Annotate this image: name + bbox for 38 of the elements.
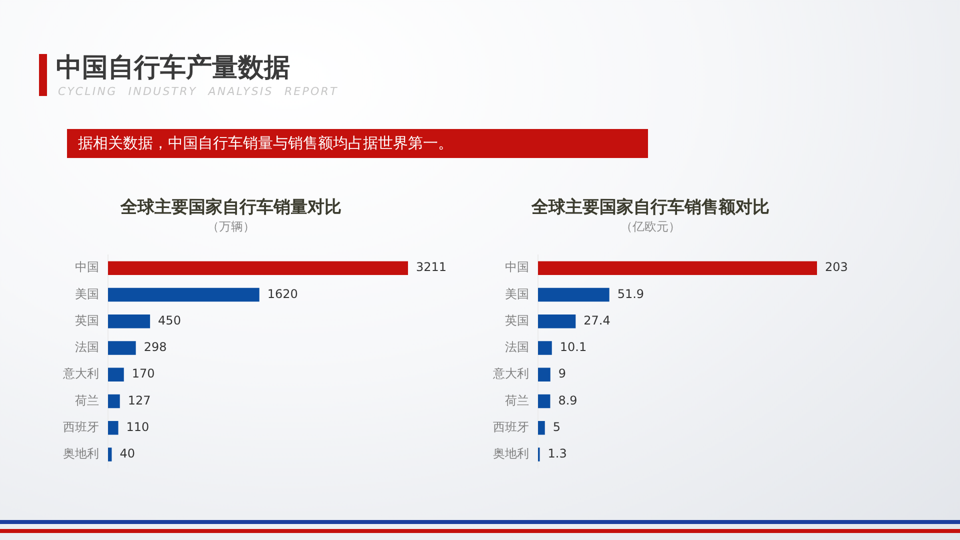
data-label: 1.3 bbox=[548, 446, 567, 461]
y-tick-label: 美国 bbox=[75, 286, 99, 301]
y-tick-label: 英国 bbox=[75, 313, 99, 328]
y-tick-label: 奥地利 bbox=[63, 446, 99, 461]
chart-title: 全球主要国家自行车销售额对比 bbox=[530, 198, 770, 218]
y-tick-label: 意大利 bbox=[62, 366, 99, 381]
data-label: 51.9 bbox=[617, 286, 644, 301]
y-tick-label: 美国 bbox=[505, 286, 529, 301]
data-label: 110 bbox=[126, 420, 150, 434]
data-label: 8.9 bbox=[558, 393, 578, 408]
data-label: 40 bbox=[120, 446, 136, 461]
data-label: 3211 bbox=[416, 260, 447, 274]
chart-title: 全球主要国家自行车销量对比 bbox=[120, 198, 342, 218]
data-label: 127 bbox=[128, 393, 151, 408]
y-tick-label: 荷兰 bbox=[505, 393, 529, 408]
y-tick-label: 法国 bbox=[75, 340, 99, 354]
chart-subtitle: （亿欧元） bbox=[620, 220, 680, 234]
y-tick-label: 奥地利 bbox=[493, 446, 529, 461]
y-tick-label: 意大利 bbox=[492, 366, 529, 381]
text: 据相关数据，中国自行车销量与销售额均占据世界第一。 bbox=[67, 129, 648, 158]
y-tick-label: 英国 bbox=[505, 313, 529, 328]
y-tick-label: 西班牙 bbox=[63, 420, 99, 434]
y-tick-label: 中国 bbox=[75, 260, 99, 274]
data-label: 450 bbox=[158, 313, 181, 328]
y-tick-label: 法国 bbox=[505, 340, 529, 354]
y-tick-label: 荷兰 bbox=[75, 393, 99, 408]
data-label: 298 bbox=[144, 340, 167, 354]
y-tick-label: 西班牙 bbox=[493, 420, 529, 434]
data-label: 27.4 bbox=[584, 313, 610, 328]
data-label: 170 bbox=[132, 366, 155, 381]
data-label: 9 bbox=[558, 366, 566, 381]
text: 中国自行车产量数据 bbox=[56, 52, 290, 84]
data-label: 1620 bbox=[267, 286, 298, 301]
data-label: 203 bbox=[825, 260, 848, 274]
data-label: 5 bbox=[552, 420, 561, 434]
data-label: 10.1 bbox=[560, 340, 587, 354]
y-tick-label: 中国 bbox=[505, 260, 529, 274]
chart-subtitle: （万辆） bbox=[207, 220, 255, 234]
